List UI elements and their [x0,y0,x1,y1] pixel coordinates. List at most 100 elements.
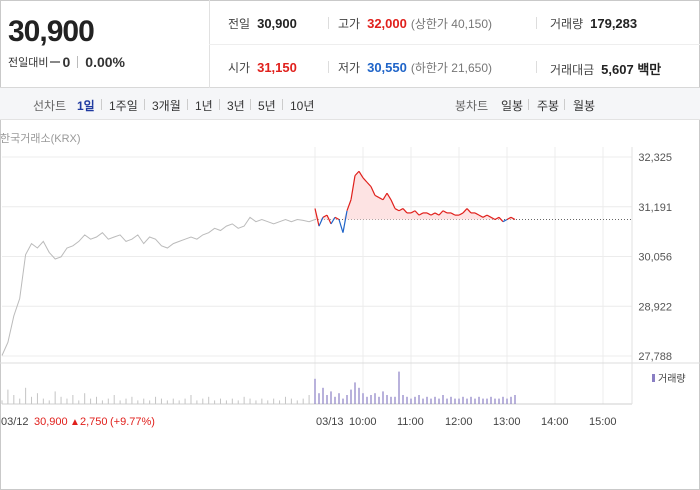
y-tick-label: 30,056 [638,252,672,264]
price-panel: 30,900 전일대비 0 0.00% 전일 30,900 고가 32,000 … [0,0,700,88]
current-price: 30,900 [8,15,95,48]
today-series-segment [474,212,480,216]
today-series-segment [438,210,444,216]
tab-1d[interactable]: 1일 [77,99,95,113]
volume-legend-label: 거래량 [658,373,686,385]
chart-toolbar: 선차트 1일 1주일 3개월 1년 3년 5년 10년 봉차트 일봉 주봉 월봉 [0,88,700,120]
stat-sub: (상한가 40,150) [410,17,493,31]
change-value: 0 [62,54,71,70]
divider [101,99,102,110]
x-tick-label: 11:00 [397,416,424,428]
tab-1y[interactable]: 1년 [195,99,213,113]
today-series-segment [318,217,324,227]
tab-10y[interactable]: 10년 [290,99,315,113]
today-series-segment [326,214,332,225]
tab-5y[interactable]: 5년 [258,99,276,113]
today-series-segment [490,216,496,221]
today-series-segment [354,170,360,177]
divider [328,61,329,73]
today-series-segment [458,212,464,216]
today-series-segment [342,210,348,233]
divider [328,17,329,29]
today-series-segment [502,218,508,223]
today-series-segment [498,216,504,223]
stat-prev-close: 전일 30,900 [228,15,297,32]
tab-3y[interactable]: 3년 [227,99,245,113]
today-series-segment [378,197,384,201]
divider [282,99,283,110]
stat-open: 시가 31,150 [228,59,297,76]
today-series-segment [398,208,404,212]
prev-day-change-pct: (+9.77%) [110,416,155,428]
today-series-segment [394,208,400,212]
today-series-segment [478,214,484,218]
stat-label: 시가 [228,61,251,75]
y-tick-label: 28,922 [638,301,672,313]
x-tick-label: 13:00 [493,416,521,428]
today-series-segment [366,181,372,188]
today-series-segment [410,210,416,214]
change-percent: 0.00% [85,54,125,70]
today-series-segment [374,194,380,199]
stat-value: 5,607 백만 [601,62,662,77]
stat-value: 30,550 [367,60,407,75]
stat-value: 32,000 [367,16,407,31]
today-series-segment [482,214,488,218]
today-series-segment [462,208,468,214]
x-tick-label: 12:00 [445,416,473,428]
stat-label: 저가 [338,61,361,75]
divider [250,99,251,110]
today-series-segment [390,199,396,209]
tab-weekly-candle[interactable]: 주봉 [537,99,560,113]
today-series-segment [442,210,448,214]
chart-canvas: 32,325 31,191 30,056 28,922 27,788 거래량 03/12 03… [0,147,700,428]
stat-label: 거래량 [550,17,584,31]
tab-1w[interactable]: 1주일 [109,99,138,113]
divider [209,44,700,45]
price-chart: 한국거래소(KRX) 32,325 31,191 30,056 28,922 27,78… [0,120,700,490]
divider [528,99,529,110]
stat-high: 고가 32,000 (상한가 40,150) [338,15,492,32]
up-arrow-icon: ▲ [70,417,80,428]
today-series-segment [334,216,340,221]
today-series-segment [426,212,432,216]
divider [144,99,145,110]
stat-value: 31,150 [257,60,297,75]
today-series-segment [466,208,472,214]
x-tick-label: 03/13 [316,416,344,428]
today-series-segment [506,216,512,221]
x-tick-label: 14:00 [541,416,569,428]
today-series-segment [362,177,368,183]
stat-sub: (하한가 21,650) [410,61,493,75]
stat-value: 30,900 [257,16,297,31]
flat-icon [50,61,61,63]
tab-daily-candle[interactable]: 일봉 [501,99,524,113]
stat-volume: 거래량 179,283 [550,15,637,32]
x-tick-label: 10:00 [349,416,377,428]
today-series-segment [418,212,424,216]
today-series-segment [434,212,440,216]
divider [77,56,79,68]
today-series-segment [414,210,420,216]
today-series-segment [494,216,500,221]
stat-label: 전일 [228,17,251,31]
today-series-segment [386,192,392,201]
tab-3m[interactable]: 3개월 [152,99,181,113]
change-row: 전일대비 0 0.00% [8,54,125,70]
today-series-segment [346,199,352,211]
line-chart-label: 선차트 [33,99,67,113]
prev-day-close: 30,900 [34,416,68,428]
y-tick-label: 31,191 [638,202,672,214]
stat-value: 179,283 [590,16,638,31]
candle-chart-label: 봉차트 [455,99,489,113]
source-label: 한국거래소(KRX) [0,133,81,145]
today-series-segment [382,192,388,201]
today-series-segment [314,208,320,227]
today-series-segment [430,212,436,216]
y-tick-label: 27,788 [638,351,672,363]
divider [187,99,188,110]
today-series-segment [322,214,328,218]
stat-label: 고가 [338,17,361,31]
y-tick-label: 32,325 [638,152,672,164]
tab-monthly-candle[interactable]: 월봉 [573,99,596,113]
